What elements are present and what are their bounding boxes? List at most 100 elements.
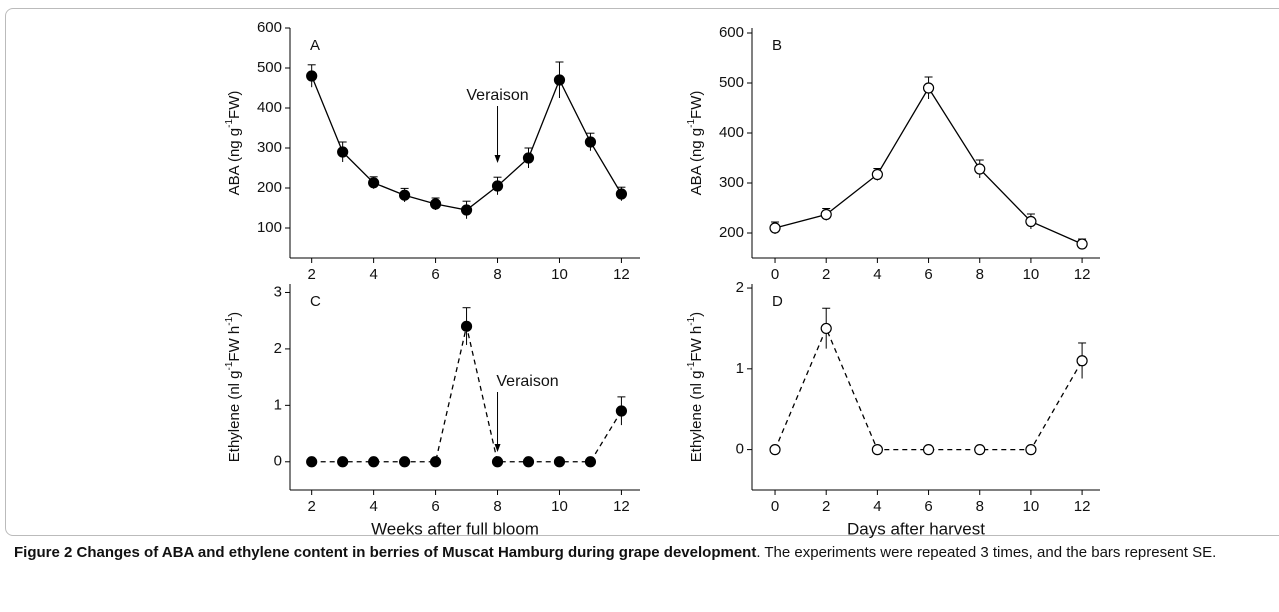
panel-label: D — [772, 293, 783, 310]
y-tick-label: 400 — [719, 124, 744, 141]
y-tick-label: 2 — [736, 279, 744, 296]
x-tick-label: 10 — [1023, 266, 1040, 283]
data-point — [553, 456, 566, 468]
y-tick-label: 500 — [719, 74, 744, 91]
y-tick-label: 600 — [719, 24, 744, 41]
y-label-part: Ethylene (nl g — [688, 370, 705, 462]
x-tick-label: 2 — [308, 498, 316, 515]
y-axis-label: Ethylene (nl g-1FW h-1) — [686, 312, 705, 462]
arrow-head — [494, 444, 501, 452]
y-label-part: FW) — [688, 91, 705, 119]
data-point — [615, 188, 628, 200]
arrow-head — [494, 155, 501, 163]
x-tick-label: 0 — [771, 498, 779, 515]
data-point — [1076, 355, 1088, 367]
x-tick-label: 10 — [551, 498, 568, 515]
x-tick-label: 12 — [613, 498, 630, 515]
data-point — [871, 168, 883, 181]
caption: Figure 2 Changes of ABA and ethylene con… — [14, 541, 1266, 564]
data-point — [491, 180, 504, 192]
caption-text: . The experiments were repeated 3 times,… — [756, 544, 1217, 561]
data-point — [429, 198, 442, 210]
x-tick-label: 8 — [493, 266, 501, 283]
y-label-part: ) — [226, 312, 243, 317]
panel-label: B — [772, 37, 782, 54]
y-tick-label: 2 — [274, 340, 282, 357]
data-point — [922, 82, 935, 94]
caption-title: Figure 2 Changes of ABA and ethylene con… — [14, 544, 757, 561]
data-point — [584, 456, 597, 468]
x-tick-label: 4 — [369, 498, 377, 515]
x-tick-label: 0 — [771, 266, 779, 283]
y-tick-label: 400 — [257, 99, 282, 116]
y-label-part: FW h — [688, 326, 705, 362]
y-tick-label: 300 — [257, 139, 282, 156]
y-axis-label: Ethylene (nl g-1FW h-1) — [224, 312, 243, 462]
x-tick-label: 10 — [551, 266, 568, 283]
x-tick-label: 10 — [1023, 498, 1040, 515]
panel-label: C — [310, 293, 321, 310]
data-point — [1025, 215, 1037, 228]
annotation-text: Veraison — [466, 87, 528, 104]
data-point — [399, 456, 411, 468]
data-point — [1076, 238, 1088, 250]
data-point — [491, 456, 504, 468]
data-point — [1025, 444, 1037, 456]
y-tick-label: 200 — [257, 179, 282, 196]
y-label-sup: -1 — [224, 361, 235, 370]
x-tick-label: 6 — [431, 498, 439, 515]
y-tick-label: 500 — [257, 59, 282, 76]
y-label-part: ABA (ng g — [688, 128, 705, 196]
y-tick-label: 0 — [274, 453, 282, 470]
data-point — [306, 70, 318, 82]
y-label-part: ABA (ng g — [226, 128, 243, 196]
x-tick-label: 8 — [493, 498, 501, 515]
data-point — [769, 444, 781, 456]
x-tick-label: 4 — [369, 266, 377, 283]
x-tick-label: 8 — [976, 498, 984, 515]
y-label-sup: -1 — [224, 119, 235, 128]
x-tick-label: 2 — [822, 266, 830, 283]
y-tick-label: 1 — [736, 360, 744, 377]
figure-frame — [5, 8, 1279, 536]
y-tick-label: 1 — [274, 396, 282, 413]
x-tick-label: 12 — [613, 266, 630, 283]
y-axis-label: ABA (ng g-1FW) — [686, 91, 705, 196]
data-point — [615, 405, 628, 417]
data-point — [974, 163, 986, 175]
y-label-sup: -1 — [686, 361, 697, 370]
data-point — [337, 146, 349, 158]
x-tick-label: 2 — [308, 266, 316, 283]
data-point — [584, 136, 597, 148]
panel-label: A — [310, 37, 320, 54]
data-point — [368, 456, 380, 468]
data-point — [429, 456, 442, 468]
data-point — [871, 444, 883, 456]
x-tick-label: 4 — [873, 266, 881, 283]
data-point — [820, 208, 832, 221]
y-tick-label: 3 — [274, 283, 282, 300]
y-label-sup: -1 — [686, 316, 697, 325]
data-point — [460, 320, 473, 332]
y-tick-label: 200 — [719, 224, 744, 241]
data-point — [522, 456, 535, 468]
x-tick-label: 6 — [924, 266, 932, 283]
y-tick-label: 300 — [719, 174, 744, 191]
y-tick-label: 0 — [736, 441, 744, 458]
data-point — [522, 152, 535, 164]
data-point — [337, 456, 349, 468]
data-point — [306, 456, 318, 468]
data-point — [553, 74, 566, 86]
y-tick-label: 100 — [257, 219, 282, 236]
x-tick-label: 6 — [924, 498, 932, 515]
y-axis-label: ABA (ng g-1FW) — [224, 91, 243, 196]
y-label-part: FW h — [226, 326, 243, 362]
x-tick-label: 6 — [431, 266, 439, 283]
annotation-text: Veraison — [496, 373, 558, 390]
data-point — [820, 322, 832, 335]
data-point — [922, 444, 935, 456]
data-point — [399, 189, 411, 201]
x-tick-label: 12 — [1074, 266, 1091, 283]
